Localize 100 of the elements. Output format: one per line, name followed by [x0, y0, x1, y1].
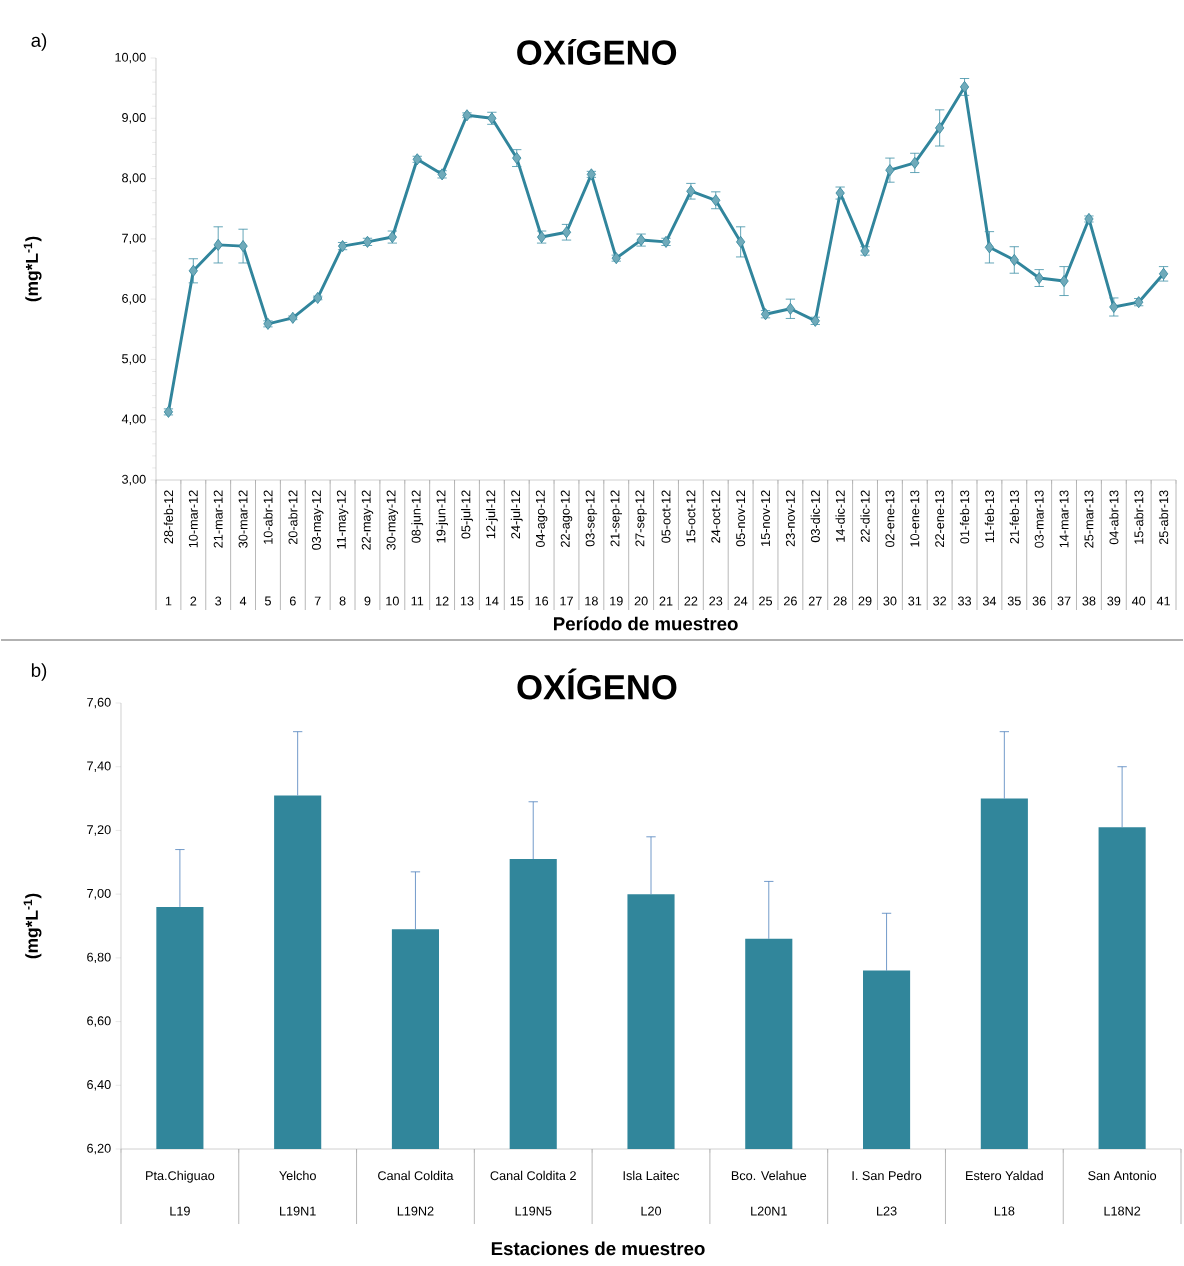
text: 35 [1007, 596, 1021, 606]
text: 40 [1131, 596, 1146, 606]
y-tick-label: 6,40 [87, 1080, 111, 1091]
text: b) [31, 663, 47, 681]
x-tick-label: 30-may-12 [386, 490, 399, 550]
x-tick-label: Yelcho [279, 1170, 316, 1181]
y-tick-label: 5,00 [122, 354, 146, 365]
text: 41 [1156, 596, 1170, 606]
chart-title: OXíGENO [517, 39, 677, 65]
text: 31 [908, 596, 922, 606]
x-tick-label: Pta.Chiguao [146, 1170, 215, 1183]
x-tick-label: 22-ago-12 [560, 490, 573, 547]
text: 22 [684, 596, 698, 606]
x-tick-label: Canal Coldita 2 [490, 1170, 576, 1181]
x-axis-title: Período de muestreo [554, 616, 738, 631]
y-tick-label: 7,00 [87, 888, 111, 900]
y-tick-label: 4,00 [121, 414, 146, 425]
y-tick-label: 6,00 [122, 293, 146, 305]
text: 26 [783, 596, 797, 606]
x-tick-label: 04-abr-13 [1109, 490, 1119, 545]
x-tick-label: 03-sep-12 [585, 490, 598, 547]
text: L23 [877, 1206, 897, 1216]
x-tick-label: 19-jun-12 [436, 490, 449, 543]
text: L18N2 [1104, 1206, 1141, 1216]
text: 21 [659, 596, 673, 606]
text: 24 [734, 596, 748, 606]
text: 39 [1107, 596, 1121, 606]
text: L20 [641, 1206, 662, 1216]
x-tick-label: 11-feb-13 [984, 490, 995, 543]
x-tick-label: 03-dic-12 [810, 490, 820, 543]
y-tick-label: 7,40 [87, 761, 111, 772]
text: 29 [858, 596, 872, 606]
text: 12 [436, 596, 449, 606]
text: 28 [833, 596, 847, 606]
text: 14 [485, 596, 499, 606]
y-tick-label: 7,20 [87, 825, 111, 836]
y-tick-label: 7,60 [87, 697, 111, 709]
text: 10 [386, 596, 399, 606]
x-tick-label: 23-nov-12 [785, 490, 795, 547]
text: a) [31, 33, 47, 51]
chart-title: OXÍGENO [517, 668, 677, 700]
text: 16 [535, 596, 549, 606]
x-tick-label: I. San Pedro [852, 1170, 922, 1181]
text: 5 [264, 596, 271, 606]
x-tick-label: 27-sep-12 [635, 490, 647, 547]
x-tick-label: 21-sep-12 [610, 490, 622, 547]
text: 6 [289, 596, 296, 606]
x-tick-label: 10-mar-12 [188, 490, 198, 548]
x-tick-label: 01-feb-13 [959, 490, 970, 544]
y-tick-label: 9,00 [122, 113, 146, 124]
text: 15 [510, 596, 524, 606]
text: 2 [190, 596, 197, 606]
x-tick-label: 15-oct-12 [686, 490, 696, 543]
y-tick-label: 6,80 [87, 952, 111, 964]
x-tick-label: 05-jul-12 [461, 490, 473, 539]
x-tick-label: 14-dic-12 [835, 490, 845, 542]
text: 11 [411, 596, 424, 606]
text: 3 [215, 596, 222, 606]
text: 32 [933, 596, 947, 606]
text: 1 [165, 596, 172, 606]
x-tick-label: 21-mar-12 [213, 490, 223, 548]
text: 13 [460, 596, 474, 606]
x-tick-label: 04-ago-12 [535, 490, 548, 548]
x-tick-label: Canal Coldita [378, 1170, 454, 1181]
y-tick-label: 10,00 [115, 52, 146, 64]
x-tick-label: 05-oct-12 [661, 490, 671, 543]
text: 7 [314, 596, 321, 606]
text: 17 [560, 596, 573, 606]
text: L19 [170, 1206, 190, 1216]
x-tick-label: 03-may-12 [311, 490, 324, 550]
text: 30 [883, 596, 897, 606]
x-tick-label: 15-abr-13 [1134, 490, 1144, 544]
y-axis-title: (mg*L$^{-1}$) [23, 893, 42, 959]
x-tick-label: 30-mar-12 [238, 490, 248, 548]
x-tick-label: 22-may-12 [361, 490, 374, 550]
text: 8 [339, 596, 346, 606]
x-tick-label: San Antonio [1088, 1170, 1157, 1181]
text: L20N1 [751, 1206, 787, 1216]
text: 33 [957, 596, 972, 606]
text: 27 [808, 596, 822, 606]
x-tick-label: 22-ene-13 [935, 490, 945, 547]
x-tick-label: 03-mar-13 [1034, 490, 1044, 548]
text: 38 [1082, 596, 1096, 606]
y-tick-label: 7,00 [122, 233, 146, 245]
x-tick-label: 14-mar-13 [1059, 490, 1069, 548]
text: 37 [1057, 596, 1071, 606]
y-axis-title: (mg*L$^{-1}$) [23, 236, 42, 302]
text: 19 [610, 596, 623, 606]
y-tick-label: 6,60 [87, 1016, 111, 1027]
text: 18 [585, 596, 598, 606]
text: 20 [634, 596, 648, 606]
text: L18 [994, 1206, 1015, 1216]
x-tick-label: 28-feb-12 [163, 490, 174, 544]
x-tick-label: 02-ene-13 [885, 490, 895, 548]
x-tick-label: 10-abr-12 [263, 490, 273, 544]
text: 9 [364, 596, 371, 606]
y-tick-label: 3,00 [122, 474, 146, 486]
text: 25 [759, 596, 773, 606]
text: L19N2 [397, 1206, 434, 1216]
x-tick-label: 20-abr-12 [288, 490, 298, 545]
